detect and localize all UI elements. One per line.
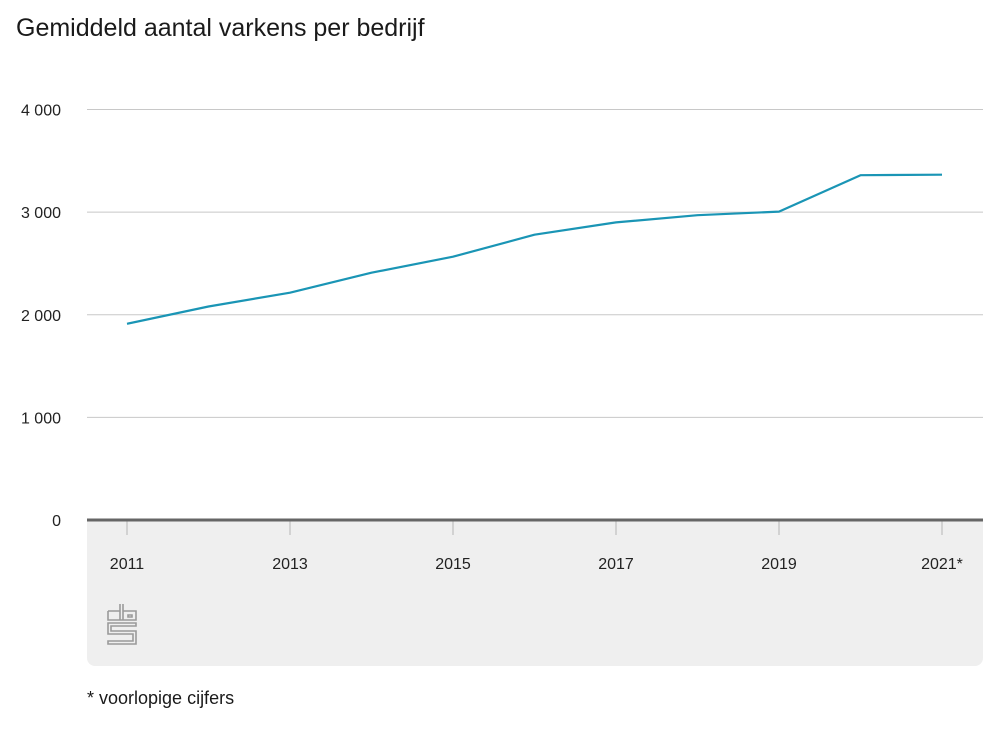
footnote: * voorlopige cijfers [87,688,235,708]
y-tick-label: 2 000 [21,308,61,325]
gridlines [87,109,983,418]
x-tick-label: 2021* [921,556,963,573]
x-tick-label: 2011 [110,556,145,573]
x-axis-panel-top [87,520,983,532]
y-tick-label: 1 000 [21,410,61,427]
x-tick-label: 2017 [598,556,634,573]
series-group [126,173,943,325]
series-line [126,173,943,325]
y-axis-ticks: 0 1 000 2 000 3 000 4 000 [21,103,61,531]
y-tick-label: 4 000 [21,103,61,120]
x-tick-label: 2015 [435,556,471,573]
x-axis-ticks: 2011 2013 2015 2017 2019 2021* [110,521,963,573]
x-tick-label: 2019 [761,556,797,573]
cbs-logo-icon [107,604,137,645]
chart-title: Gemiddeld aantal varkens per bedrijf [16,14,425,42]
x-tick-label: 2013 [272,556,308,573]
y-tick-label: 3 000 [21,205,61,222]
y-tick-label: 0 [52,513,61,530]
x-axis-panel [87,520,983,666]
